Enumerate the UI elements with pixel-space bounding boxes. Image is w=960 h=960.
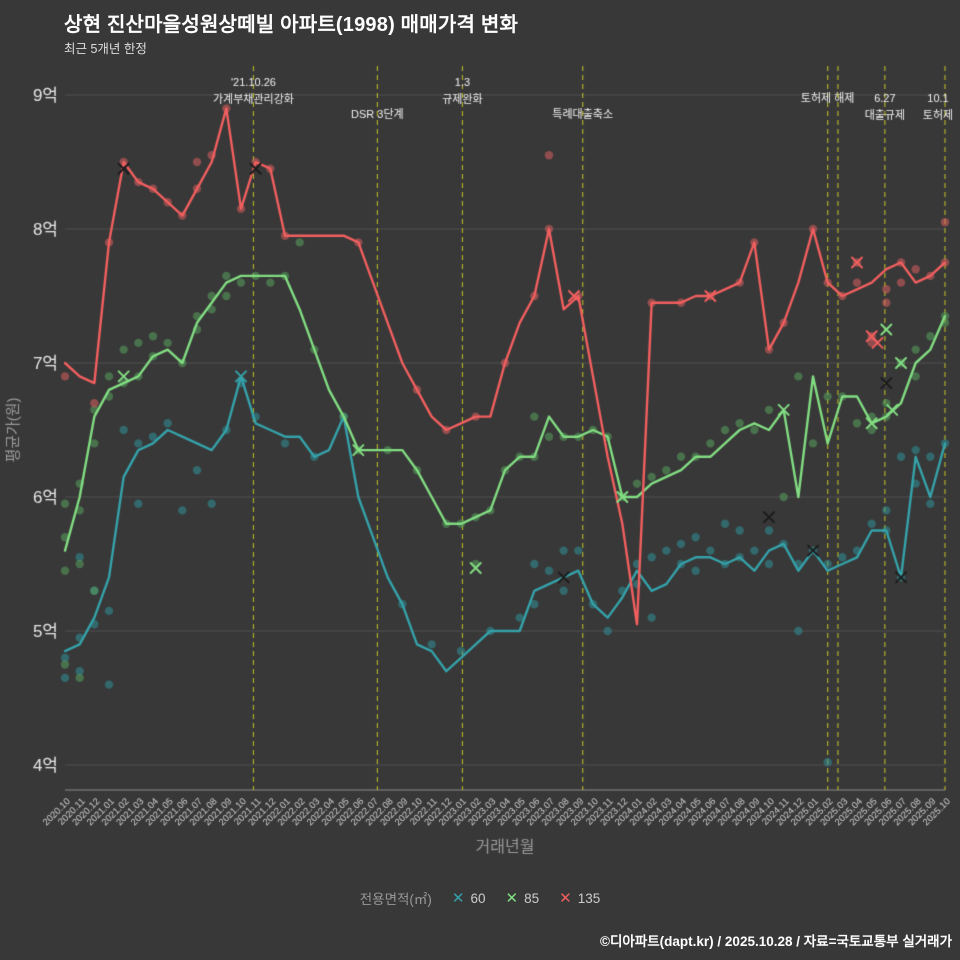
page-title: 상현 진산마을성원상떼빌 아파트(1998) 매매가격 변화 bbox=[64, 14, 519, 36]
legend-label: 전용면적(㎡) bbox=[359, 892, 432, 907]
legend-item-85[interactable]: ✕ 85 bbox=[506, 891, 540, 906]
legend-item-label: 85 bbox=[524, 890, 540, 906]
legend-item-label: 60 bbox=[470, 890, 486, 906]
page-subtitle: 최근 5개년 한정 bbox=[64, 42, 147, 56]
source-footer: ©디아파트(dapt.kr) / 2025.10.28 / 자료=국토교통부 실… bbox=[600, 934, 952, 949]
legend: 전용면적(㎡) ✕ 60 ✕ 85 ✕ 135 bbox=[0, 888, 960, 908]
x-marker-icon: ✕ bbox=[451, 889, 465, 907]
legend-item-60[interactable]: ✕ 60 bbox=[452, 891, 486, 906]
legend-item-135[interactable]: ✕ 135 bbox=[559, 891, 600, 906]
x-marker-icon: ✕ bbox=[505, 889, 519, 907]
x-marker-icon: ✕ bbox=[559, 889, 572, 907]
legend-item-label: 135 bbox=[577, 890, 601, 906]
